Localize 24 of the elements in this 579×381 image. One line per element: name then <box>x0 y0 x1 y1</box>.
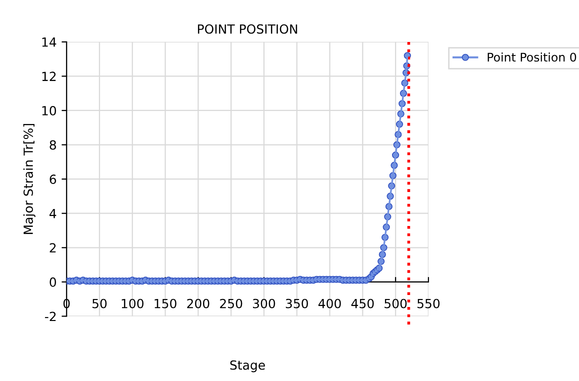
x-tick-label: 50 <box>92 298 107 308</box>
y-tick-label: 0 <box>50 277 56 287</box>
y-tick-label: 10 <box>42 106 56 116</box>
x-tick-label: 400 <box>318 298 341 308</box>
x-tick-label: 350 <box>286 298 308 308</box>
y-tick-label: 14 <box>42 38 56 47</box>
x-tick-label: 450 <box>351 298 374 308</box>
y-tick-label: -2 <box>45 312 56 321</box>
x-tick-label: 200 <box>187 298 210 308</box>
x-tick-label: 100 <box>122 298 144 308</box>
y-tick-label: 2 <box>50 243 56 252</box>
y-axis-title: Major Strain Tr[%] <box>23 124 36 234</box>
y-tick-label: 6 <box>50 174 56 184</box>
x-tick-label: 250 <box>220 298 242 308</box>
y-tick-label: 4 <box>50 208 56 218</box>
x-tick-label: 150 <box>154 298 176 308</box>
x-axis-title: Stage <box>230 360 265 372</box>
y-tick-label: 12 <box>42 72 56 81</box>
x-tick-label: 550 <box>417 298 440 308</box>
x-tick-label: 300 <box>252 298 276 308</box>
chart-title: POINT POSITION <box>198 24 298 34</box>
y-tick-label: 8 <box>50 140 56 150</box>
x-tick-label: 500 <box>384 298 407 308</box>
legend-label: Point Position 0 <box>488 52 576 62</box>
